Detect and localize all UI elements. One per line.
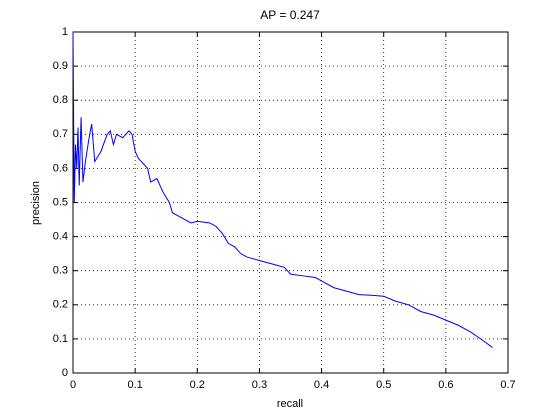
y-tick-label: 1 bbox=[62, 26, 68, 38]
y-axis-label: precision bbox=[30, 181, 42, 225]
x-axis-label: recall bbox=[277, 398, 303, 410]
x-tick-label: 0.2 bbox=[190, 379, 205, 391]
plot-frame bbox=[72, 31, 509, 374]
y-tick-label: 0.7 bbox=[53, 128, 68, 140]
y-tick-label: 0.1 bbox=[53, 333, 68, 345]
precision-recall-line bbox=[72, 31, 493, 348]
x-tick-label: 0.7 bbox=[500, 379, 515, 391]
x-tick-label: 0.5 bbox=[376, 379, 391, 391]
y-tick-label: 0.6 bbox=[53, 162, 68, 174]
y-tick-label: 0 bbox=[62, 367, 68, 379]
x-tick-label: 0.1 bbox=[127, 379, 142, 391]
x-tick-label: 0.6 bbox=[438, 379, 453, 391]
y-tick-label: 0.3 bbox=[53, 265, 68, 277]
y-tick-label: 0.4 bbox=[53, 231, 68, 243]
y-tick-label: 0.8 bbox=[53, 94, 68, 106]
y-tick-label: 0.9 bbox=[53, 60, 68, 72]
chart-title: AP = 0.247 bbox=[260, 8, 320, 22]
x-tick-label: 0 bbox=[70, 379, 76, 391]
y-tick-label: 0.2 bbox=[53, 299, 68, 311]
y-tick-label: 0.5 bbox=[53, 196, 68, 208]
x-tick-label: 0.3 bbox=[252, 379, 267, 391]
x-tick-label: 0.4 bbox=[314, 379, 329, 391]
